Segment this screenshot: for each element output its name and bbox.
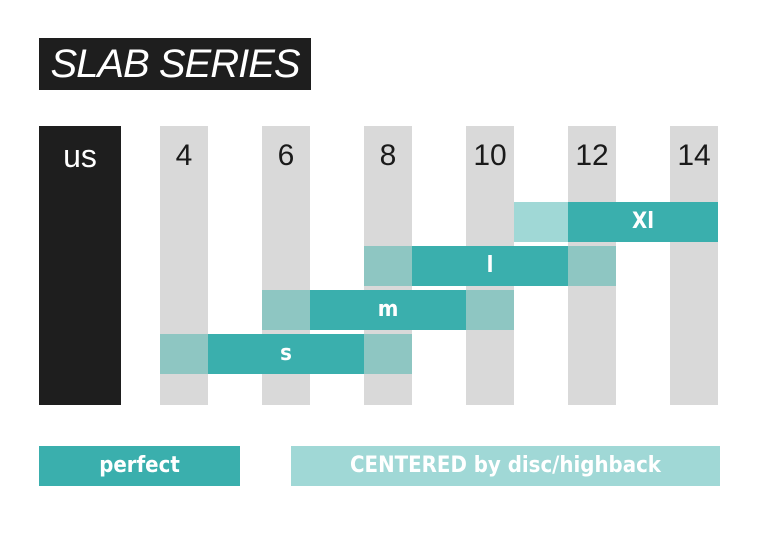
size-column-14 (670, 126, 718, 405)
xl-perfect-range: Xl (568, 202, 718, 242)
us-label: us (63, 138, 97, 174)
l-perfect-range: l (412, 246, 568, 286)
m-centered-range-high (466, 290, 514, 330)
legend-perfect: perfect (39, 446, 240, 486)
s-perfect-range: s (208, 334, 364, 374)
s-centered-range-high (364, 334, 412, 374)
l-centered-range-low (364, 246, 412, 286)
legend-centered: CENTERED by disc/highback (291, 446, 720, 486)
s-centered-range-low (160, 334, 208, 374)
size-label: 10 (473, 139, 507, 172)
size-label: 4 (175, 139, 193, 172)
size-label: 14 (677, 139, 711, 172)
us-column (39, 126, 121, 405)
m-centered-range-low (262, 290, 310, 330)
chart-title: SLAB SERIES (39, 38, 311, 90)
size-label: 6 (277, 139, 295, 172)
m-perfect-range: m (310, 290, 466, 330)
xl-centered-range (514, 202, 568, 242)
size-label: 12 (575, 139, 609, 172)
l-centered-range-high (568, 246, 616, 286)
size-label: 8 (379, 139, 397, 172)
